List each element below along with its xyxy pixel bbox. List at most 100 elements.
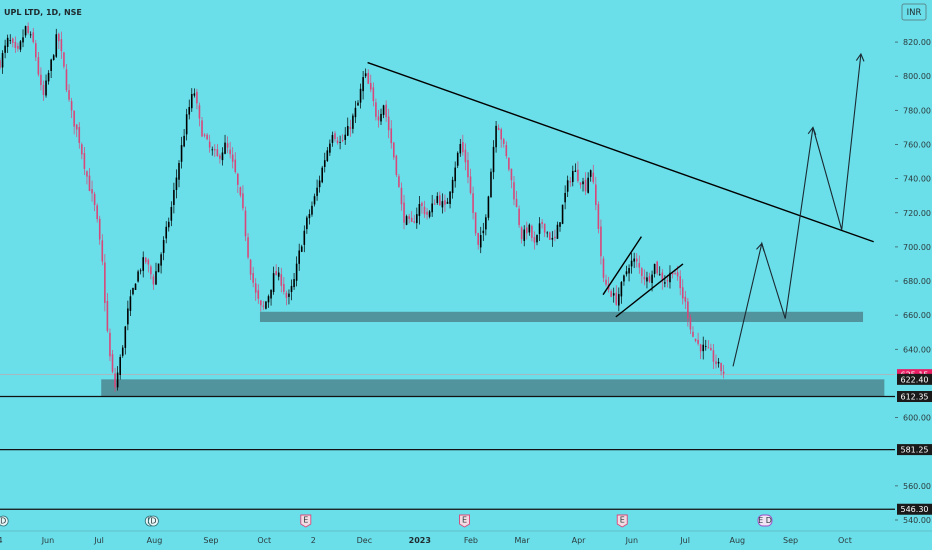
earnings-dividend-badge-6[interactable] — [757, 514, 773, 527]
candle-body — [65, 69, 68, 91]
price-tag-1 — [897, 373, 932, 385]
candle-body — [262, 305, 265, 307]
earnings-badge-3[interactable] — [300, 514, 312, 528]
candle-body — [569, 181, 572, 183]
candle-body — [229, 149, 231, 155]
candle-body — [265, 301, 267, 309]
candle-body — [651, 274, 653, 284]
candle-body — [175, 177, 178, 190]
candle-body — [162, 239, 165, 253]
candle-body — [451, 179, 454, 194]
candle-body — [541, 222, 543, 224]
dividend-badge-0[interactable] — [0, 515, 9, 527]
candle-body — [193, 93, 196, 96]
candle-body — [132, 287, 134, 295]
y-tick-label-9: 640.00 — [903, 345, 931, 354]
candle-body — [329, 143, 331, 153]
candle-body — [249, 259, 252, 275]
candle-body — [513, 182, 515, 200]
candle-body — [439, 195, 441, 205]
candle-body — [641, 268, 643, 277]
candle-body — [674, 273, 676, 275]
candle-body — [60, 39, 63, 52]
events-layer[interactable]: DDDEEEE D — [0, 514, 773, 528]
candle-body — [582, 181, 584, 185]
candle-body — [587, 177, 589, 193]
candle-body — [408, 216, 410, 219]
candle-body — [612, 293, 615, 296]
candle-body — [237, 173, 239, 185]
candle-body — [382, 105, 385, 115]
candle-body — [710, 347, 712, 351]
earnings-badge-4[interactable] — [459, 514, 470, 528]
candle-body — [638, 263, 641, 268]
y-tick-label-5: 720.00 — [903, 209, 931, 218]
candle-body — [505, 145, 508, 157]
price-axis[interactable]: 820.00 800.00 780.00 760.00 740.00 720.00 700.… — [895, 38, 931, 525]
candle-body — [643, 276, 646, 280]
candle-body — [556, 224, 559, 239]
candle-body — [589, 170, 592, 177]
x-tick-label-5: Oct — [257, 536, 271, 545]
candle-body — [83, 153, 86, 169]
candle-body — [497, 127, 500, 131]
candle-body — [623, 275, 625, 282]
candle-body — [201, 120, 203, 137]
candle-body — [242, 193, 244, 209]
candle-body — [334, 133, 336, 140]
candle-body — [224, 142, 226, 154]
symbol-title: UPL LTD, 1D, NSE — [4, 8, 82, 17]
candle-body — [257, 290, 260, 299]
candle-body — [47, 72, 50, 82]
candle-body — [423, 206, 426, 215]
candle-body — [216, 149, 219, 157]
candle-body — [633, 258, 635, 262]
candle-body — [712, 350, 715, 362]
candle-body — [308, 214, 311, 219]
candle-body — [344, 134, 347, 140]
candle-body — [147, 259, 150, 265]
price-tag-3 — [897, 444, 932, 456]
candle-body — [214, 149, 216, 151]
candle-body — [298, 250, 300, 264]
candle-body — [111, 354, 114, 372]
candle-body — [431, 203, 433, 213]
candle-body — [293, 279, 295, 288]
candle-body — [554, 236, 556, 239]
candle-body — [336, 140, 339, 143]
candle-body — [50, 59, 52, 71]
projection-arrowhead-3 — [807, 126, 817, 136]
candle-body — [295, 263, 298, 281]
earnings-badge-5[interactable] — [616, 514, 628, 528]
x-tick-label-2: Jul — [93, 536, 104, 545]
candle-body — [19, 41, 22, 50]
candle-body — [180, 145, 183, 162]
candle-body — [664, 282, 666, 284]
candle-body — [267, 296, 270, 303]
candle-body — [160, 254, 162, 266]
currency-button[interactable]: INR — [901, 3, 927, 21]
candle-body — [377, 116, 380, 121]
candle-body — [221, 152, 224, 161]
candle-body — [416, 214, 418, 224]
y-tick-label-11: 560.00 — [903, 482, 931, 491]
x-tick-label-12: Jun — [625, 536, 639, 545]
candle-body — [597, 204, 600, 229]
y-tick-label-1: 800.00 — [903, 72, 931, 81]
candle-body — [29, 34, 32, 36]
candle-body — [106, 300, 109, 331]
dividend-badge-2[interactable] — [148, 515, 159, 527]
time-axis[interactable]: 4 Jun Jul Aug Sep Oct 2 Dec 2023 Feb Mar Apr Jun Jul A… — [0, 530, 932, 545]
candle-body — [508, 157, 510, 170]
price-tag-label-1: 622.40 — [901, 375, 929, 384]
candle-body — [694, 338, 697, 341]
candle-body — [155, 271, 157, 285]
candle-body — [671, 272, 674, 275]
candle-body — [359, 88, 362, 103]
candle-body — [600, 226, 602, 257]
x-tick-label-4: Sep — [203, 536, 218, 545]
candle-body — [321, 167, 323, 183]
candle-body — [196, 91, 198, 104]
